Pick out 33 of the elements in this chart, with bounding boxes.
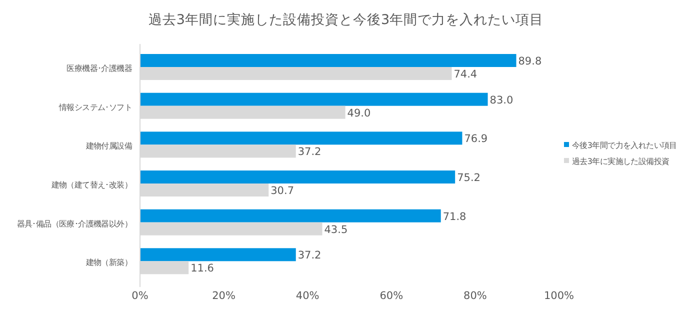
legend-label: 過去3年に実施した設備投資 [572, 157, 670, 166]
bar [140, 54, 516, 67]
data-label: 43.5 [324, 224, 348, 236]
data-label: 83.0 [490, 94, 514, 106]
data-label: 11.6 [190, 262, 214, 275]
data-label: 37.2 [298, 250, 322, 262]
data-label: 30.7 [270, 185, 294, 197]
y-tick-label: 器具･備品（医療･介護機器以外） [16, 219, 132, 228]
x-tick-label: 0% [132, 290, 148, 302]
x-tick-label: 80% [464, 290, 487, 302]
data-label: 75.2 [457, 172, 480, 184]
data-label: 89.8 [518, 56, 542, 68]
x-tick-label: 40% [296, 290, 320, 302]
x-tick-label: 20% [212, 290, 236, 302]
chart-title: 過去3年間に実施した設備投資と今後3年間で力を入れたい項目 [148, 12, 544, 28]
y-tick-label: 情報システム･ソフト [58, 102, 132, 112]
y-tick-label: 建物（新築） [84, 258, 132, 268]
y-tick-label: 建物付属設備 [84, 142, 132, 151]
data-label: 71.8 [442, 210, 466, 223]
data-label: 74.4 [454, 68, 478, 80]
bar [140, 209, 441, 222]
data-label: 49.0 [347, 107, 371, 120]
bar [140, 170, 456, 184]
data-label: 76.9 [464, 133, 488, 146]
bar [140, 132, 462, 145]
legend-label: 今後3年間で力を入れたい項目 [572, 141, 677, 150]
bar [140, 248, 296, 262]
x-tick-label: 100% [544, 290, 574, 302]
y-tick-label: 医療機器･介護機器 [66, 64, 132, 73]
y-tick-label: 建物（建て替え･改装） [50, 180, 132, 190]
data-label: 37.2 [298, 146, 322, 158]
x-tick-label: 60% [380, 290, 404, 302]
bar [140, 92, 488, 106]
